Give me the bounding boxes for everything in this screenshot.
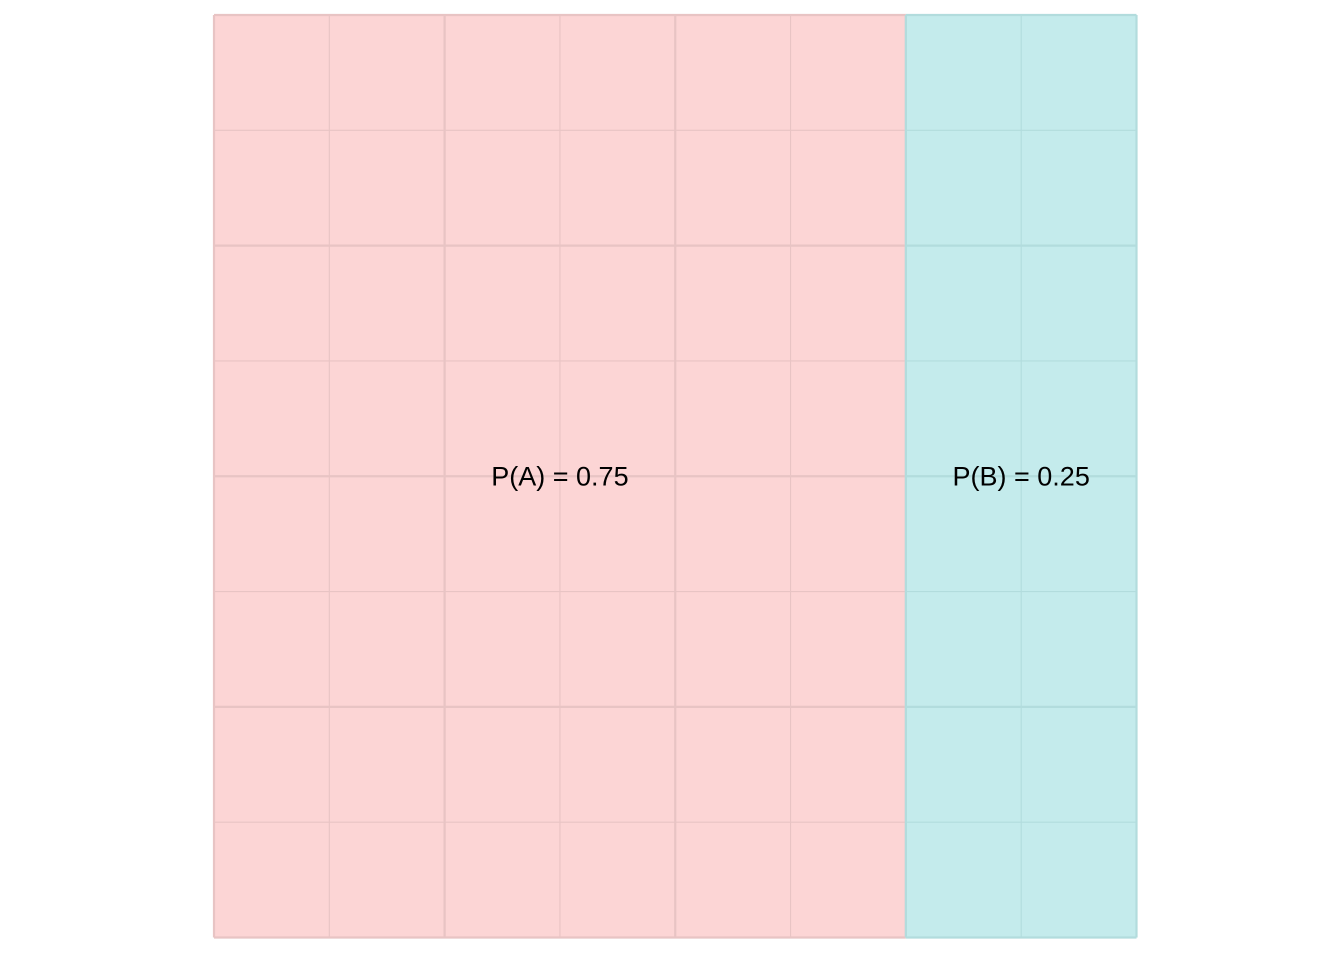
labels-layer: P(A) = 0.75 P(B) = 0.25 [491, 461, 1090, 491]
region-label-b: P(B) = 0.25 [953, 461, 1090, 491]
grid-layer [212, 13, 1138, 939]
region-label-a: P(A) = 0.75 [491, 461, 628, 491]
